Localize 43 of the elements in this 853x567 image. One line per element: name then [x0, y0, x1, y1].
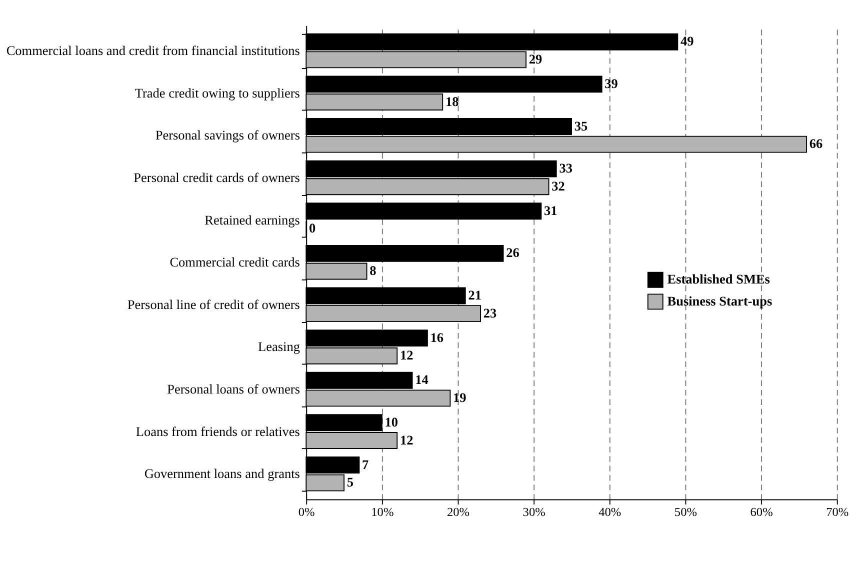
x-tick-label: 50% — [674, 504, 698, 519]
data-label: 18 — [445, 94, 460, 109]
data-label: 7 — [362, 456, 370, 472]
y-tick-label: Government loans and grants — [144, 466, 300, 482]
legend-label: Business Start-ups — [667, 293, 772, 308]
data-label: 35 — [574, 118, 588, 134]
y-tick-label: Commercial loans and credit from financial institutions — [6, 43, 300, 58]
data-label: 26 — [506, 245, 520, 260]
data-label: 5 — [346, 474, 354, 490]
data-label: 66 — [809, 136, 824, 152]
x-tick-label: 0% — [298, 504, 315, 519]
data-label: 0 — [308, 220, 316, 236]
data-label: 39 — [604, 76, 618, 91]
data-label: 12 — [400, 348, 414, 363]
x-tick-label: 60% — [750, 504, 773, 519]
y-tick-label: Trade credit owing to suppliers — [134, 85, 300, 100]
y-tick-label: Personal savings of owners — [155, 128, 300, 143]
data-label: 8 — [370, 263, 377, 278]
x-tick-label: 30% — [522, 504, 546, 519]
y-tick-label: Commercial credit cards — [170, 254, 300, 270]
data-label: 16 — [430, 330, 444, 345]
data-label: 49 — [680, 34, 694, 49]
y-tick-label: Personal loans of owners — [167, 382, 300, 397]
x-tick-label: 10% — [371, 504, 394, 519]
y-tick-label: Retained earnings — [204, 212, 300, 228]
data-label: 19 — [453, 390, 467, 405]
data-label: 29 — [528, 51, 542, 66]
data-label: 12 — [400, 432, 414, 448]
y-tick-label: Personal credit cards of owners — [134, 170, 300, 185]
y-tick-label: Personal line of credit of owners — [127, 296, 300, 312]
legend-label: Established SMEs — [667, 272, 770, 287]
data-label: 33 — [559, 160, 573, 176]
x-tick-label: 40% — [598, 504, 622, 519]
data-label: 31 — [544, 202, 558, 218]
data-label: 14 — [415, 372, 429, 388]
y-tick-label: Leasing — [258, 339, 300, 354]
data-label: 32 — [552, 178, 566, 194]
data-label: 10 — [384, 414, 398, 430]
data-label: 21 — [468, 288, 482, 303]
y-tick-label: Loans from friends or relatives — [136, 424, 300, 439]
data-label: 23 — [483, 305, 497, 320]
x-tick-label: 20% — [446, 504, 470, 519]
x-tick-label: 70% — [826, 504, 849, 519]
